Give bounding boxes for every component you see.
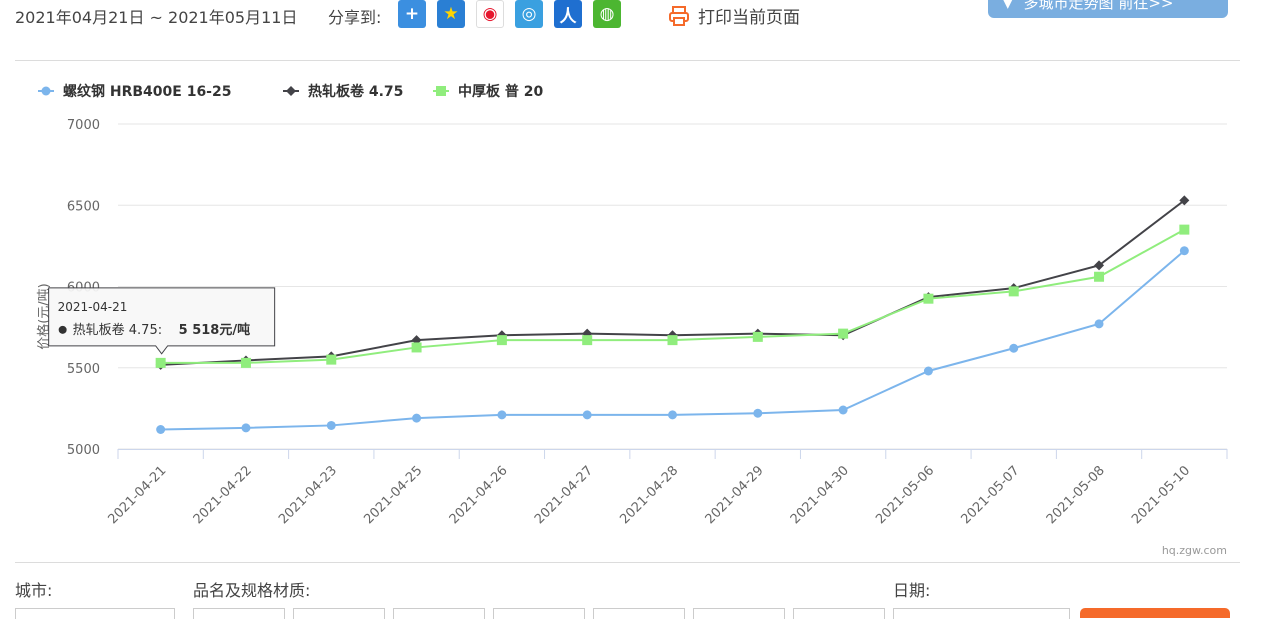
- data-point: [156, 425, 166, 434]
- data-point: [1179, 224, 1190, 235]
- date-label: 日期:: [893, 581, 931, 600]
- x-tick-label: 2021-04-30: [788, 463, 852, 527]
- tooltip-box: [48, 287, 276, 355]
- data-point: [1009, 343, 1019, 353]
- x-tick-label: 2021-04-28: [617, 463, 681, 527]
- data-point: [838, 405, 848, 415]
- data-point: [1094, 260, 1105, 271]
- data-point: [497, 410, 507, 420]
- top-bar: 2021年04月21日 ~ 2021年05月11日 分享到: + ★ ◉ ◎ 人…: [0, 0, 1261, 40]
- weibo-icon[interactable]: ◉: [476, 0, 504, 28]
- share-icons: + ★ ◉ ◎ 人 ◍: [398, 0, 621, 28]
- x-tick-label: 2021-04-22: [191, 463, 255, 527]
- data-point: [667, 335, 678, 346]
- data-point: [923, 366, 933, 376]
- tooltip-series: 热轧板卷 4.75:: [73, 322, 162, 338]
- bottom-divider: [15, 562, 1240, 563]
- data-point: [668, 410, 677, 420]
- search-button[interactable]: [1080, 608, 1230, 618]
- data-point: [1008, 286, 1019, 297]
- legend-label: 热轧板卷 4.75: [308, 83, 403, 100]
- data-point: [411, 342, 422, 353]
- pin-icon: ▼: [1002, 0, 1014, 11]
- chart-credit[interactable]: hq.zgw.com: [1161, 544, 1227, 557]
- data-point: [496, 335, 507, 346]
- y-axis-title: 价格(元/吨): [36, 283, 52, 350]
- data-point: [753, 408, 763, 418]
- qzone-star-icon[interactable]: ★: [437, 0, 465, 28]
- data-point: [240, 357, 251, 368]
- data-point: [1179, 246, 1189, 256]
- y-tick-label: 7000: [67, 118, 100, 133]
- share-label: 分享到:: [328, 8, 382, 27]
- tencent-weibo-icon[interactable]: ◎: [515, 0, 543, 28]
- product-label: 品名及规格材质:: [193, 581, 311, 600]
- legend-label: 中厚板 普 20: [458, 83, 543, 100]
- price-chart: 50005500600065007000价格(元/吨)2021-04-21202…: [36, 83, 1228, 527]
- tooltip-value: 5 518元/吨: [179, 322, 250, 338]
- wechat-icon[interactable]: ◍: [593, 0, 621, 28]
- date-range: 2021年04月21日 ~ 2021年05月11日: [15, 8, 298, 27]
- print-label: 打印当前页面: [698, 8, 800, 28]
- print-link[interactable]: 打印当前页面: [668, 3, 800, 28]
- legend-marker: [286, 86, 296, 96]
- x-tick-label: 2021-05-08: [1044, 463, 1108, 527]
- tooltip-bullet: [58, 325, 67, 334]
- x-tick-label: 2021-05-10: [1129, 463, 1193, 527]
- data-point: [241, 423, 251, 433]
- data-point: [923, 293, 934, 304]
- data-point: [838, 328, 849, 339]
- x-tick-label: 2021-04-29: [703, 463, 767, 527]
- x-tick-label: 2021-04-21: [105, 463, 169, 527]
- legend-marker: [41, 86, 51, 96]
- data-point: [582, 410, 592, 420]
- x-tick-label: 2021-04-26: [447, 463, 511, 527]
- legend-marker: [436, 86, 446, 96]
- data-point: [326, 354, 337, 365]
- x-tick-label: 2021-04-27: [532, 463, 596, 527]
- y-tick-label: 6500: [67, 199, 100, 214]
- data-point: [1179, 195, 1190, 206]
- data-point: [412, 413, 422, 423]
- x-tick-label: 2021-04-23: [276, 463, 340, 527]
- data-point: [582, 335, 593, 346]
- x-tick-label: 2021-04-25: [361, 463, 425, 527]
- renren-icon[interactable]: 人: [554, 0, 582, 28]
- y-tick-label: 5500: [67, 362, 100, 377]
- tooltip-date: 2021-04-21: [58, 300, 128, 314]
- data-point: [1094, 319, 1104, 329]
- printer-icon: [669, 5, 689, 26]
- data-point: [1094, 271, 1105, 282]
- x-tick-label: 2021-05-07: [959, 463, 1023, 527]
- legend-label: 螺纹钢 HRB400E 16-25: [63, 83, 231, 100]
- city-label: 城市:: [15, 581, 53, 600]
- y-tick-label: 5000: [67, 443, 100, 458]
- plus-share-icon[interactable]: +: [398, 0, 426, 28]
- x-tick-label: 2021-05-06: [873, 463, 937, 527]
- top-divider: [15, 60, 1240, 61]
- data-point: [155, 357, 166, 368]
- data-point: [752, 331, 763, 342]
- data-point: [326, 420, 336, 430]
- city-map-button[interactable]: ▼ 多城市走势图 前往>>: [988, 0, 1228, 18]
- city-map-label: 多城市走势图 前往>>: [1023, 0, 1174, 12]
